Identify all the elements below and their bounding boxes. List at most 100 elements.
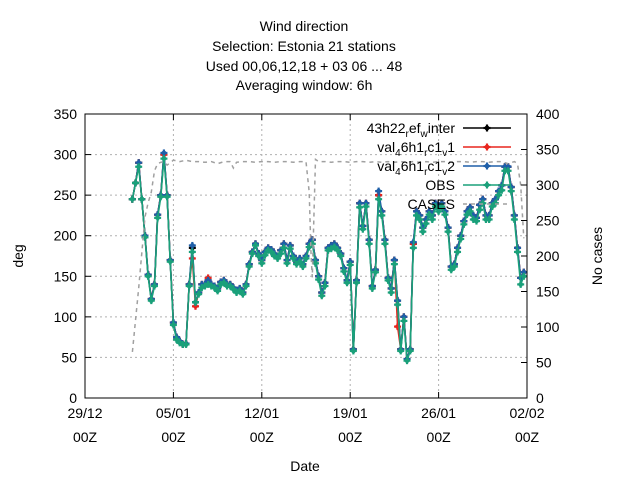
legend-label: 43h22refwinter (367, 120, 456, 140)
point-val-4-6h1-rc1-v2-dot (189, 243, 195, 248)
point-obs-dot (174, 337, 179, 342)
point-obs-dot (297, 259, 303, 265)
point-obs-dot (420, 229, 426, 235)
point-obs-dot (426, 212, 432, 218)
x-tick-label-hour: 00Z (161, 429, 186, 445)
point-obs-dot (357, 204, 363, 210)
point-val-4-6h1-rc1-v2-dot (401, 314, 407, 320)
x-tick-label-date: 26/01 (421, 405, 456, 421)
point-val-4-6h1-rc1-v2-dot (161, 150, 167, 156)
legend-subscript: r (424, 167, 428, 178)
point-obs-dot (155, 215, 161, 221)
point-obs-dot (284, 260, 290, 266)
x-tick-label-date: 29/12 (67, 405, 102, 421)
point-val-4-6h1-rc1-v2-dot (414, 208, 419, 214)
x-tick-label-hour: 00Z (338, 429, 363, 445)
point-obs-dot (379, 213, 385, 218)
point-obs-dot (275, 256, 280, 261)
legend-text: 1 (447, 139, 455, 155)
y-tick-label: 250 (54, 187, 78, 203)
legend-subscript: v (442, 167, 447, 178)
point-obs-dot (240, 291, 246, 297)
x-tick-label-hour: 00Z (427, 429, 452, 445)
y-tick-label: 350 (54, 106, 78, 122)
point-obs-dot (183, 342, 189, 347)
point-obs-dot (161, 156, 167, 162)
x-axis-label: Date (290, 458, 320, 474)
legend-text: 6h1 (401, 139, 425, 155)
point-obs-dot (344, 280, 350, 286)
legend-text: OBS (425, 177, 455, 193)
chart-title: Wind direction Selection: Estonia 21 sta… (206, 18, 403, 93)
point-obs-dot (373, 269, 378, 275)
point-obs-dot (193, 299, 198, 305)
point-obs-dot (145, 273, 151, 279)
point-obs-dot (385, 277, 391, 283)
point-obs-dot (489, 204, 495, 209)
point-obs-dot (319, 293, 325, 299)
point-obs-dot (461, 221, 467, 227)
point-obs-dot (152, 283, 157, 289)
legend-text: val (377, 139, 395, 155)
point-obs-dot (511, 217, 517, 222)
y2-tick-label: 50 (536, 355, 552, 371)
y2-tick-label: 250 (536, 213, 560, 229)
legend-marker-dot (484, 125, 490, 131)
point-obs-dot (237, 288, 243, 294)
point-obs-dot (414, 213, 419, 218)
y2-tick-label: 200 (536, 248, 560, 264)
point-obs-dot (477, 207, 483, 213)
point-obs-dot (407, 348, 413, 354)
point-obs-dot (496, 192, 501, 198)
point-val-4-6h1-rc1-v2-dot (136, 160, 142, 166)
point-obs-dot (221, 280, 227, 286)
legend-text: c1 (427, 139, 442, 155)
legend: 43h22refwinterval46h1rc1v1val46h1rc1v2OB… (367, 120, 511, 212)
legend-text: 6h1 (401, 158, 425, 174)
point-obs-dot (243, 283, 249, 289)
x-tick-label-date: 05/01 (156, 405, 191, 421)
legend-subscript: r (406, 129, 410, 140)
point-obs-dot (392, 261, 397, 267)
point-obs-dot (410, 245, 416, 251)
point-obs-dot (253, 243, 258, 248)
legend-subscript: v (442, 148, 447, 159)
point-obs-dot (136, 164, 142, 170)
series-line-cases (131, 157, 525, 352)
y-tick-label: 50 (61, 349, 77, 365)
point-obs-dot (458, 236, 464, 242)
point-obs-dot (499, 187, 505, 193)
x-tick-label-hour: 00Z (250, 429, 275, 445)
legend-text: ef (409, 120, 421, 136)
point-obs-dot (164, 194, 170, 200)
point-obs-dot (382, 241, 388, 247)
x-tick-label-hour: 00Z (73, 429, 98, 445)
point-obs-dot (262, 252, 268, 258)
point-obs-dot (433, 204, 438, 209)
legend-text: c1 (427, 158, 442, 174)
point-obs-dot (158, 194, 164, 200)
point-obs-dot (366, 241, 372, 247)
point-obs-dot (338, 253, 344, 259)
point-obs-dot (316, 277, 322, 282)
legend-marker-dot (484, 163, 490, 169)
point-obs-dot (139, 196, 145, 202)
point-obs-dot (335, 247, 340, 253)
y2-axis-label: No cases (589, 227, 605, 285)
point-obs-dot (388, 290, 394, 295)
y-tick-label: 100 (54, 309, 78, 325)
point-obs-dot (259, 260, 265, 266)
point-val-4-6h1-rc1-v2-dot (376, 188, 382, 194)
point-val-4-6h1-rc1-v2-dot (392, 257, 397, 263)
legend-label: val46h1rc1v1 (377, 139, 455, 159)
y-tick-label: 200 (54, 228, 78, 244)
point-obs-dot (429, 217, 435, 222)
point-obs-dot (350, 348, 356, 354)
point-obs-dot (464, 212, 470, 218)
y2-tick-label: 100 (536, 319, 560, 335)
point-obs-dot (129, 196, 135, 202)
legend-text: CASES (408, 196, 455, 212)
legend-subscript: r (424, 148, 428, 159)
